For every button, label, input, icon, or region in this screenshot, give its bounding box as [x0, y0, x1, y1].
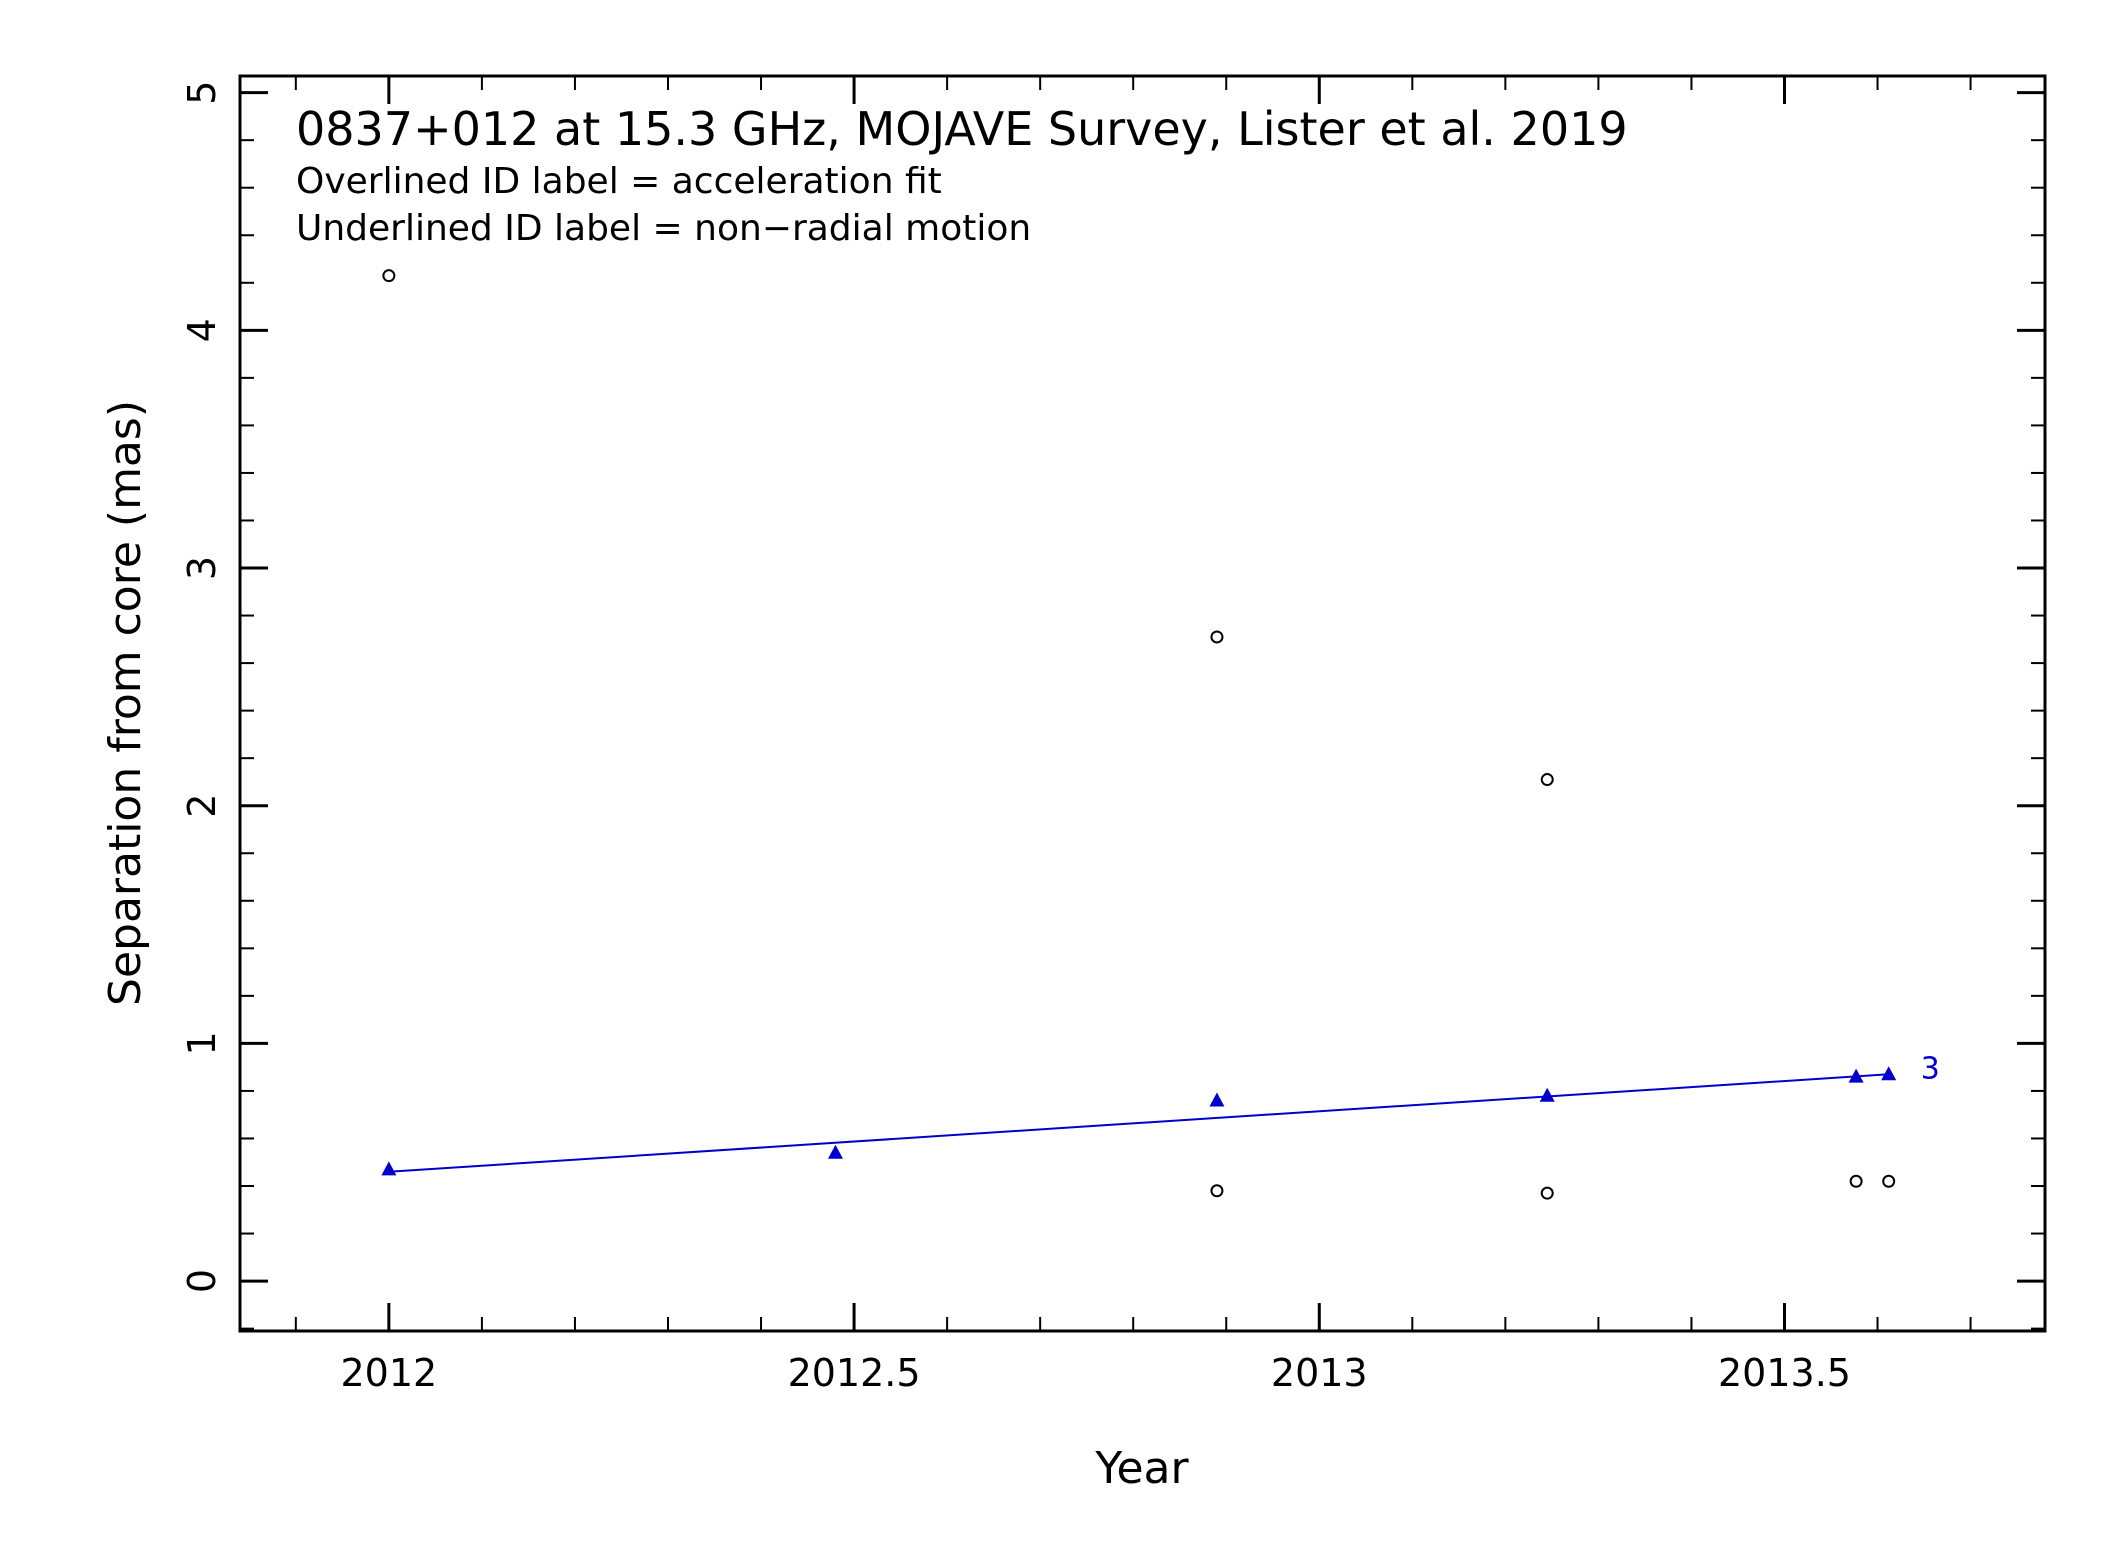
data-point-triangle — [381, 1161, 397, 1176]
data-point-circle — [1210, 1184, 1224, 1198]
x-tick-label: 2012 — [341, 1351, 438, 1395]
note-nonradial: Underlined ID label = non−radial motion — [296, 208, 1031, 249]
data-point-circle — [1210, 630, 1224, 644]
major-ticks — [240, 76, 2045, 1331]
fit-line — [388, 1073, 1889, 1173]
data-point-triangle — [1209, 1092, 1225, 1107]
y-axis-label: Separation from core (mas) — [100, 400, 151, 1006]
y-tick-label: 4 — [180, 318, 224, 342]
y-tick-label: 2 — [180, 794, 224, 818]
minor-ticks — [240, 76, 2045, 1331]
fit-layer: 3 — [388, 1051, 1940, 1173]
data-point-triangle — [1848, 1068, 1864, 1083]
x-tick-label: 2013.5 — [1718, 1351, 1851, 1395]
data-point-triangle — [827, 1144, 843, 1159]
data-point-circle — [1849, 1174, 1863, 1188]
x-tick-label: 2012.5 — [788, 1351, 921, 1395]
points-layer — [381, 269, 1897, 1200]
data-point-triangle — [1881, 1066, 1897, 1081]
data-point-circle — [1540, 1186, 1554, 1200]
y-tick-label: 0 — [180, 1269, 224, 1293]
y-tick-label: 1 — [180, 1031, 224, 1055]
data-point-circle — [1540, 773, 1554, 787]
plot-frame — [238, 74, 2047, 1333]
x-tick-label: 2013 — [1271, 1351, 1368, 1395]
x-tick-labels: 2012 2012.5 2013 2013.5 — [341, 1351, 1851, 1395]
y-tick-labels: 0 1 2 3 4 5 — [180, 81, 224, 1294]
data-point-triangle — [1539, 1087, 1555, 1102]
note-acceleration: Overlined ID label = acceleration fit — [296, 161, 942, 202]
fit-line-label: 3 — [1921, 1051, 1940, 1086]
data-point-circle — [382, 269, 396, 283]
y-tick-label: 3 — [180, 556, 224, 580]
y-tick-label: 5 — [180, 81, 224, 105]
x-axis-label: Year — [1094, 1443, 1189, 1494]
chart-title: 0837+012 at 15.3 GHz, MOJAVE Survey, Lis… — [296, 102, 1628, 156]
data-point-circle — [1882, 1174, 1896, 1188]
